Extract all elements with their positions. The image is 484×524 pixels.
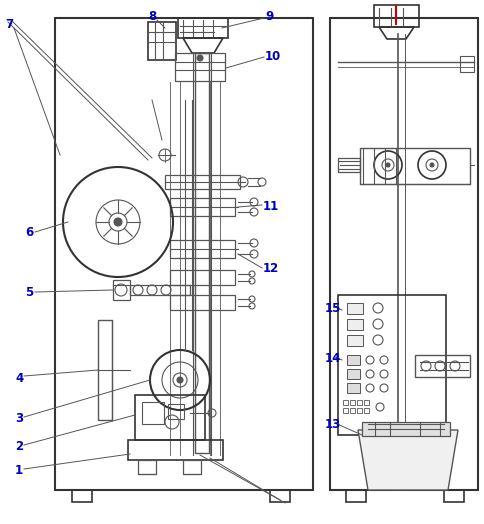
Bar (170, 240, 235, 258)
Circle shape (177, 377, 183, 383)
Bar (360, 148, 470, 184)
Bar (175, 53, 225, 81)
Text: 4: 4 (15, 372, 23, 385)
Bar (350, 408, 355, 413)
Bar (148, 22, 176, 60)
Bar (343, 408, 348, 413)
Bar (170, 270, 235, 285)
Bar (346, 490, 366, 502)
Text: 13: 13 (325, 418, 341, 431)
Text: 9: 9 (265, 10, 273, 23)
Text: 1: 1 (15, 464, 23, 477)
Text: 2: 2 (15, 440, 23, 453)
Bar (338, 158, 360, 172)
Text: 7: 7 (5, 18, 13, 31)
Bar (165, 175, 240, 189)
Bar (168, 404, 184, 419)
Circle shape (386, 163, 390, 167)
Text: 11: 11 (263, 200, 279, 213)
Bar (347, 355, 360, 365)
Bar (170, 198, 235, 216)
Bar (364, 400, 369, 405)
Bar (357, 400, 362, 405)
Bar (347, 303, 363, 314)
Bar (270, 490, 290, 502)
Bar (347, 335, 363, 346)
Bar (72, 490, 92, 502)
Text: 6: 6 (25, 226, 33, 239)
Bar (374, 5, 419, 27)
Bar (338, 295, 446, 435)
Text: 5: 5 (25, 286, 33, 299)
Text: 10: 10 (265, 50, 281, 63)
Circle shape (114, 218, 122, 226)
Bar (135, 395, 205, 440)
Bar (357, 408, 362, 413)
Bar (347, 369, 360, 379)
Bar (330, 18, 478, 490)
Bar (138, 460, 156, 474)
Bar (98, 320, 112, 420)
Text: 12: 12 (263, 262, 279, 275)
Bar (195, 53, 209, 453)
Bar (343, 400, 348, 405)
Circle shape (430, 163, 434, 167)
Text: 14: 14 (325, 352, 341, 365)
Bar (55, 18, 313, 490)
Bar (170, 295, 235, 310)
Bar (364, 408, 369, 413)
Text: 8: 8 (148, 10, 156, 23)
Bar (128, 440, 223, 460)
Bar (347, 319, 363, 330)
Circle shape (197, 55, 203, 61)
Bar (142, 402, 164, 424)
Bar (113, 280, 130, 300)
Bar (178, 18, 228, 38)
Text: 15: 15 (325, 302, 341, 315)
Bar (460, 56, 474, 72)
Bar (362, 422, 450, 436)
Bar (347, 383, 360, 393)
Bar (350, 400, 355, 405)
Bar (415, 355, 470, 377)
Text: 3: 3 (15, 412, 23, 425)
Bar (444, 490, 464, 502)
Bar (130, 285, 190, 295)
Bar (183, 460, 201, 474)
Polygon shape (358, 430, 458, 490)
